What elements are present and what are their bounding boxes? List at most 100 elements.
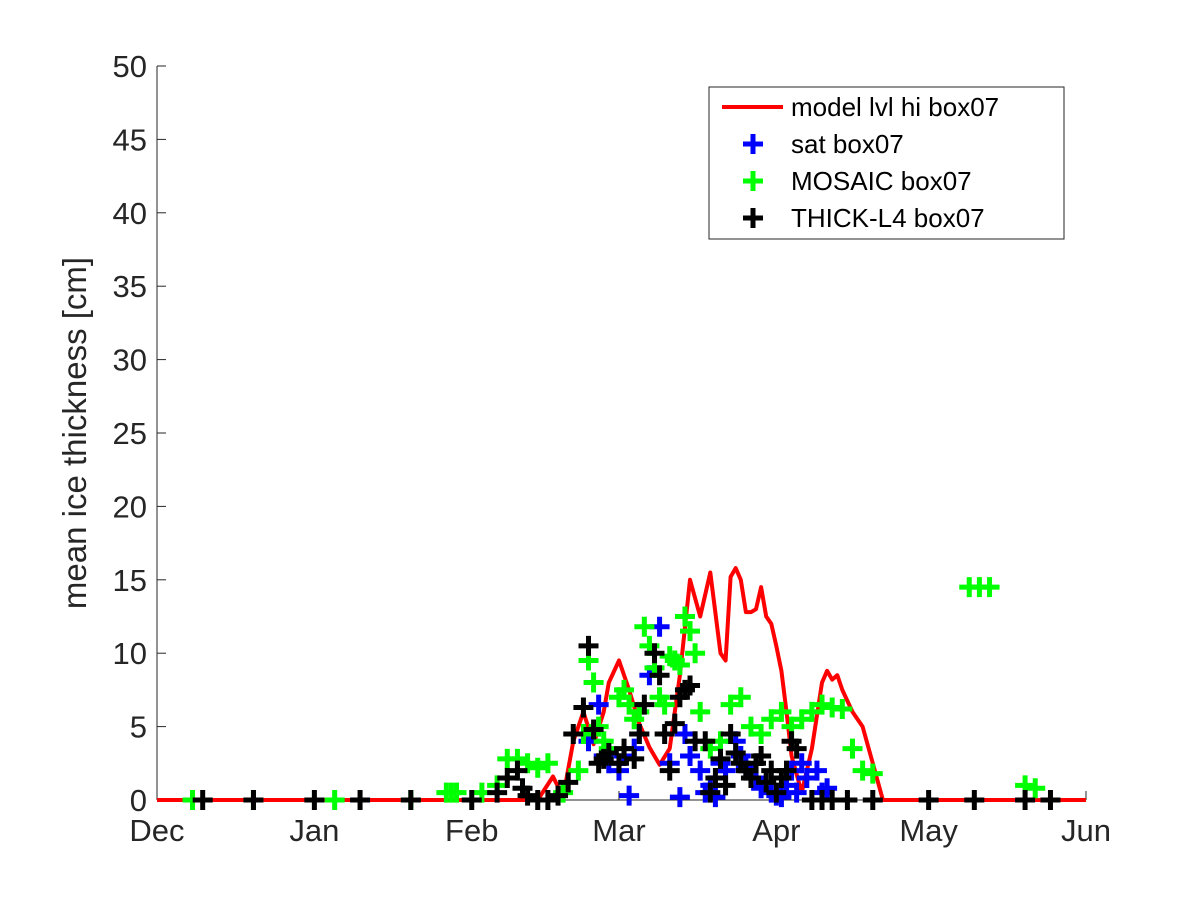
data-point — [715, 775, 736, 796]
data-point — [578, 635, 599, 656]
data-point — [517, 785, 538, 806]
y-tick-label: 45 — [113, 122, 147, 157]
data-point — [979, 577, 1000, 598]
data-point — [629, 723, 650, 744]
data-point — [598, 743, 619, 764]
data-point — [634, 694, 655, 715]
data-point — [669, 654, 690, 675]
y-tick-label: 40 — [113, 196, 147, 231]
data-point — [842, 738, 863, 759]
data-point — [583, 719, 604, 740]
data-point — [664, 713, 685, 734]
series-3 — [192, 635, 1061, 810]
data-point — [487, 782, 508, 803]
y-axis-title: mean ice thickness [cm] — [56, 257, 93, 609]
data-point — [588, 694, 609, 715]
data-point — [812, 694, 833, 715]
data-point — [796, 767, 817, 788]
data-point — [690, 760, 711, 781]
data-point — [786, 782, 807, 803]
data-point — [659, 760, 680, 781]
data-point — [634, 616, 655, 637]
legend-marker-swatch — [743, 171, 763, 191]
data-point — [537, 790, 558, 810]
data-point — [685, 643, 706, 664]
y-tick-label: 10 — [113, 636, 147, 671]
data-point — [751, 723, 772, 744]
data-point — [537, 753, 558, 774]
data-point — [497, 767, 518, 788]
x-tick-label: Dec — [129, 813, 184, 848]
data-point — [1025, 778, 1046, 799]
y-tick-label: 35 — [113, 269, 147, 304]
data-point — [608, 753, 629, 774]
data-point — [695, 731, 716, 752]
data-point — [700, 782, 721, 803]
data-point — [720, 723, 741, 744]
data-point — [766, 782, 787, 803]
data-point — [720, 694, 741, 715]
data-point — [730, 687, 751, 708]
data-point — [1040, 790, 1061, 810]
data-point — [690, 701, 711, 722]
x-tick-label: Mar — [592, 813, 645, 848]
y-tick-label: 50 — [113, 49, 147, 84]
data-point — [756, 772, 777, 793]
y-tick-label: 15 — [113, 563, 147, 598]
data-point — [573, 697, 594, 718]
data-point — [649, 665, 670, 686]
data-point — [568, 760, 589, 781]
data-point — [801, 701, 822, 722]
data-point — [507, 760, 528, 781]
x-tick-label: Apr — [752, 813, 800, 848]
legend-label: MOSAIC box07 — [791, 166, 972, 196]
legend-marker-swatch — [743, 208, 763, 228]
data-point — [725, 743, 746, 764]
data-point — [705, 767, 726, 788]
data-point — [461, 790, 482, 810]
data-point — [918, 790, 939, 810]
data-point — [558, 772, 579, 793]
legend-label: THICK-L4 box07 — [791, 203, 985, 233]
data-point — [669, 787, 690, 808]
data-point — [324, 790, 345, 810]
data-point — [837, 790, 858, 810]
data-point — [527, 757, 548, 778]
data-point — [654, 723, 675, 744]
data-point — [740, 716, 761, 737]
data-point — [791, 753, 812, 774]
legend-label: sat box07 — [791, 129, 904, 159]
data-point — [517, 753, 538, 774]
data-point — [806, 760, 827, 781]
axes: 0 5 10 15 20 25 30 35 40 45 50 Dec Jan Feb Mar Apr May Ju… — [113, 49, 1111, 848]
x-tick-label: Jan — [289, 813, 339, 848]
data-point — [350, 790, 371, 810]
y-tick-label: 30 — [113, 343, 147, 378]
data-point — [192, 790, 213, 810]
data-point — [852, 760, 873, 781]
data-point — [400, 790, 421, 810]
data-point — [446, 782, 467, 803]
data-point — [740, 767, 761, 788]
plot-series — [157, 566, 1086, 810]
data-point — [817, 778, 838, 799]
data-point — [304, 790, 325, 810]
data-point — [654, 694, 675, 715]
data-point — [619, 785, 640, 806]
y-tick-label: 20 — [113, 489, 147, 524]
data-point — [614, 679, 635, 700]
y-tick-label: 0 — [130, 783, 147, 818]
y-tick-label: 5 — [130, 710, 147, 745]
x-tick-label: May — [899, 813, 958, 848]
data-point — [583, 672, 604, 693]
data-point — [644, 643, 665, 664]
x-tick-label: Jun — [1061, 813, 1111, 848]
data-point — [680, 675, 701, 696]
data-point — [776, 760, 797, 781]
data-point — [1015, 790, 1036, 810]
data-point — [751, 745, 772, 766]
data-point — [548, 785, 569, 806]
data-point — [674, 606, 695, 627]
legend-label: model lvl hi box07 — [791, 92, 999, 122]
